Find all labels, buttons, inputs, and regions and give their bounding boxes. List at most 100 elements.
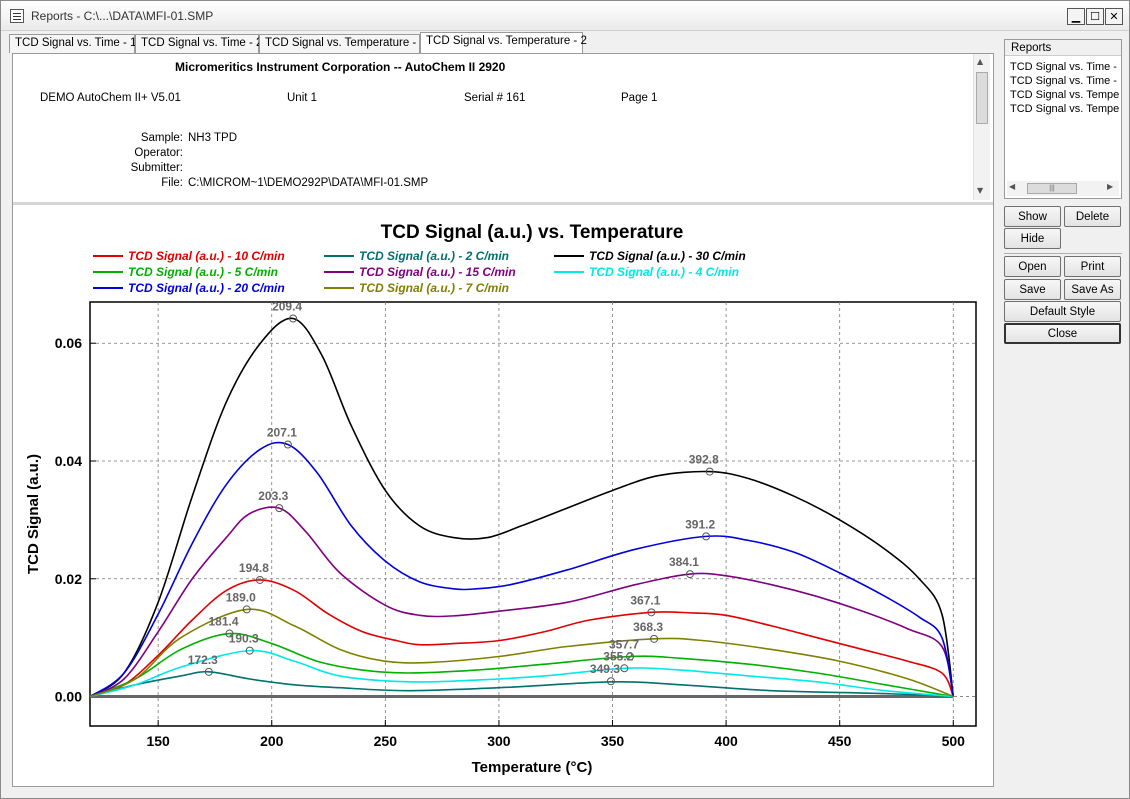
panel-divider[interactable] <box>13 202 993 205</box>
peak-label: 355.2 <box>603 649 633 663</box>
serial-number: Serial # 161 <box>464 92 526 104</box>
peak-marker <box>620 664 629 673</box>
save-as-button[interactable]: Save As <box>1064 279 1121 300</box>
peak-label: 203.3 <box>258 489 288 503</box>
peak-label: 384.1 <box>669 555 699 569</box>
peak-marker <box>255 575 264 584</box>
x-tick-label: 250 <box>374 733 398 749</box>
report-content: Micromeritics Instrument Corporation -- … <box>12 53 994 787</box>
grid-lines <box>90 302 976 726</box>
series-line <box>89 441 955 698</box>
show-button[interactable]: Show <box>1004 206 1061 227</box>
peak-marker <box>650 634 659 643</box>
tab-tcd-temp-2[interactable]: TCD Signal vs. Temperature - 2 <box>420 32 587 53</box>
scroll-down-arrow-icon[interactable]: ▼ <box>977 186 984 195</box>
save-button[interactable]: Save <box>1004 279 1061 300</box>
default-style-button[interactable]: Default Style <box>1004 301 1121 322</box>
legend-label: TCD Signal (a.u.) - 10 C/min <box>128 249 285 263</box>
list-item[interactable]: TCD Signal vs. Time - 1 <box>1010 61 1120 73</box>
legend-label: TCD Signal (a.u.) - 7 C/min <box>359 281 509 295</box>
legend-label: TCD Signal (a.u.) - 4 C/min <box>589 265 739 279</box>
peak-marker <box>626 652 635 661</box>
scroll-thumb[interactable] <box>976 72 988 124</box>
scroll-up-arrow-icon[interactable]: ▲ <box>977 57 984 66</box>
operator-label: Operator: <box>134 147 183 159</box>
file-value: C:\MICROM~1\DEMO292P\DATA\MFI-01.SMP <box>188 177 429 189</box>
peak-label: 349.3 <box>590 662 620 676</box>
tab-tcd-time-2[interactable]: TCD Signal vs. Time - 2 <box>135 34 262 53</box>
scroll-thumb[interactable]: ||| <box>1027 183 1077 194</box>
y-tick-label: 0.02 <box>55 571 82 587</box>
list-item[interactable]: TCD Signal vs. Temperature - 2 <box>1010 103 1120 115</box>
peak-marker <box>275 504 284 513</box>
peak-label: 194.8 <box>239 561 269 575</box>
delete-button[interactable]: Delete <box>1064 206 1121 227</box>
tcd-chart: TCD Signal (a.u.) vs. Temperature TCD Si… <box>25 222 977 776</box>
x-axis-ticks: 150 200 250 300 350 400 450 500 <box>146 720 965 749</box>
legend-label: TCD Signal (a.u.) - 15 C/min <box>359 265 516 279</box>
peak-marker <box>705 467 714 476</box>
list-item[interactable]: TCD Signal vs. Temperature - 1 <box>1010 89 1120 101</box>
series-line <box>89 608 954 698</box>
header-scrollbar[interactable]: ▲ ▼ <box>973 54 990 200</box>
title-bar: Reports - C:\...\DATA\MFI-01.SMP ▁ ☐ ✕ <box>1 1 1129 31</box>
open-button[interactable]: Open <box>1004 256 1061 277</box>
peak-label: 189.0 <box>226 590 256 604</box>
sample-label: Sample: <box>140 132 183 144</box>
reports-list-header: Reports <box>1005 40 1121 56</box>
company-title: Micromeritics Instrument Corporation -- … <box>175 60 506 74</box>
print-button[interactable]: Print <box>1064 256 1121 277</box>
submitter-label: Submitter: <box>130 162 183 174</box>
reports-hscrollbar[interactable]: ◀ ||| ▶ <box>1007 181 1119 196</box>
x-tick-label: 150 <box>146 733 170 749</box>
legend-label: TCD Signal (a.u.) - 30 C/min <box>589 249 746 263</box>
series-line <box>89 649 954 698</box>
peak-label: 190.3 <box>229 632 259 646</box>
side-panel: Reports TCD Signal vs. Time - 1 TCD Sign… <box>1001 39 1123 789</box>
series-line <box>89 670 954 698</box>
series-line <box>89 317 955 698</box>
report-tabs: TCD Signal vs. Time - 1 TCD Signal vs. T… <box>9 32 994 54</box>
peak-label: 357.7 <box>609 638 639 652</box>
series-lines <box>89 317 955 699</box>
series-line <box>89 632 954 698</box>
peak-marker <box>242 605 251 614</box>
x-tick-label: 450 <box>828 733 852 749</box>
chart-area: TCD Signal (a.u.) vs. Temperature TCD Si… <box>13 206 993 786</box>
minimize-button[interactable]: ▁ <box>1067 8 1085 25</box>
peak-markers: 194.8 367.1 172.3 349.3 209.4 392.8 181.4 357.7… <box>188 299 719 686</box>
scroll-left-arrow-icon[interactable]: ◀ <box>1009 182 1016 191</box>
peak-label: 392.8 <box>689 453 719 467</box>
peak-label: 368.3 <box>633 620 663 634</box>
tab-tcd-time-1[interactable]: TCD Signal vs. Time - 1 <box>9 34 136 53</box>
legend-label: TCD Signal (a.u.) - 2 C/min <box>359 249 509 263</box>
chart-title: TCD Signal (a.u.) vs. Temperature <box>381 222 684 243</box>
close-window-button[interactable]: ✕ <box>1105 8 1123 25</box>
close-button[interactable]: Close <box>1004 323 1121 344</box>
peak-label: 207.1 <box>267 426 297 440</box>
report-app-icon <box>10 9 24 23</box>
scroll-right-arrow-icon[interactable]: ▶ <box>1107 182 1114 191</box>
x-tick-label: 200 <box>260 733 284 749</box>
list-item[interactable]: TCD Signal vs. Time - 2 <box>1010 75 1120 87</box>
maximize-button[interactable]: ☐ <box>1086 8 1104 25</box>
peak-marker <box>606 677 615 686</box>
x-axis-label: Temperature (°C) <box>472 759 593 776</box>
legend-label: TCD Signal (a.u.) - 20 C/min <box>128 281 285 295</box>
page-number: Page 1 <box>621 92 658 104</box>
series-line <box>89 579 955 698</box>
software-version: DEMO AutoChem II+ V5.01 <box>40 92 181 104</box>
series-line <box>89 506 955 698</box>
peak-marker <box>685 570 694 579</box>
x-tick-label: 300 <box>487 733 511 749</box>
tab-tcd-temp-1[interactable]: TCD Signal vs. Temperature - 1 <box>259 34 426 53</box>
sample-value: NH3 TPD <box>188 132 237 144</box>
peak-marker <box>225 629 234 638</box>
reports-list[interactable]: Reports TCD Signal vs. Time - 1 TCD Sign… <box>1004 39 1122 199</box>
y-axis-ticks: 0.00 0.02 0.04 0.06 <box>55 335 96 705</box>
y-tick-label: 0.06 <box>55 335 82 351</box>
hide-button[interactable]: Hide <box>1004 228 1061 249</box>
peak-marker <box>245 646 254 655</box>
peak-label: 181.4 <box>208 615 238 629</box>
